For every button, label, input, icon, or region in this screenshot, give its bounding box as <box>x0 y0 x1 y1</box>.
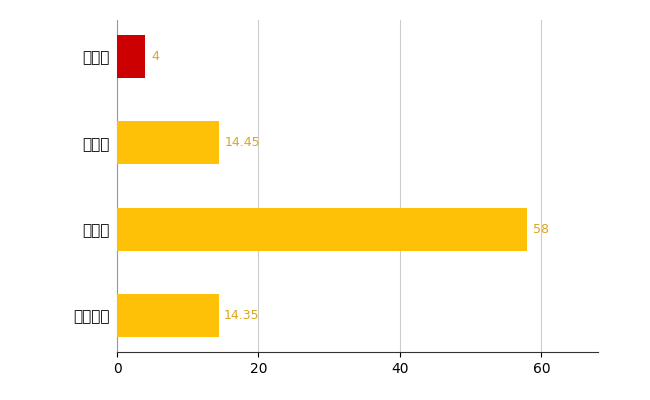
Text: 14.35: 14.35 <box>224 309 260 322</box>
Bar <box>117 121 219 164</box>
Text: 58: 58 <box>533 223 549 236</box>
Bar <box>117 294 218 337</box>
Text: 14.45: 14.45 <box>225 136 261 149</box>
Bar <box>117 208 527 251</box>
Text: 4: 4 <box>151 50 159 63</box>
Bar <box>117 35 146 78</box>
